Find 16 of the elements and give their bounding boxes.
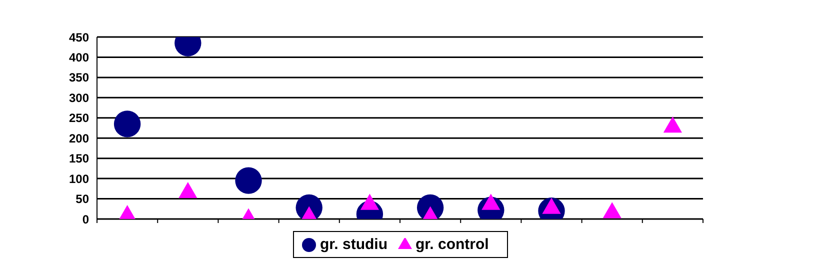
legend-label: gr. control: [416, 236, 489, 253]
legend-label: gr. studiu: [320, 236, 388, 253]
y-tick-label: 150: [68, 152, 90, 166]
point: [178, 182, 198, 198]
y-tick-label: 50: [76, 192, 90, 206]
y-tick-label: 200: [68, 131, 90, 146]
y-tick-label: 300: [68, 90, 90, 105]
y-tick-label: 450: [68, 30, 90, 44]
point: [360, 194, 380, 210]
point: [114, 110, 141, 138]
y-tick-label: 400: [68, 50, 90, 64]
y-tick-label: 100: [68, 172, 90, 186]
point: [602, 202, 622, 218]
y-tick-label: 250: [68, 111, 90, 126]
y-tick-label: 0: [82, 212, 90, 226]
y-tick-label: 350: [68, 70, 90, 85]
